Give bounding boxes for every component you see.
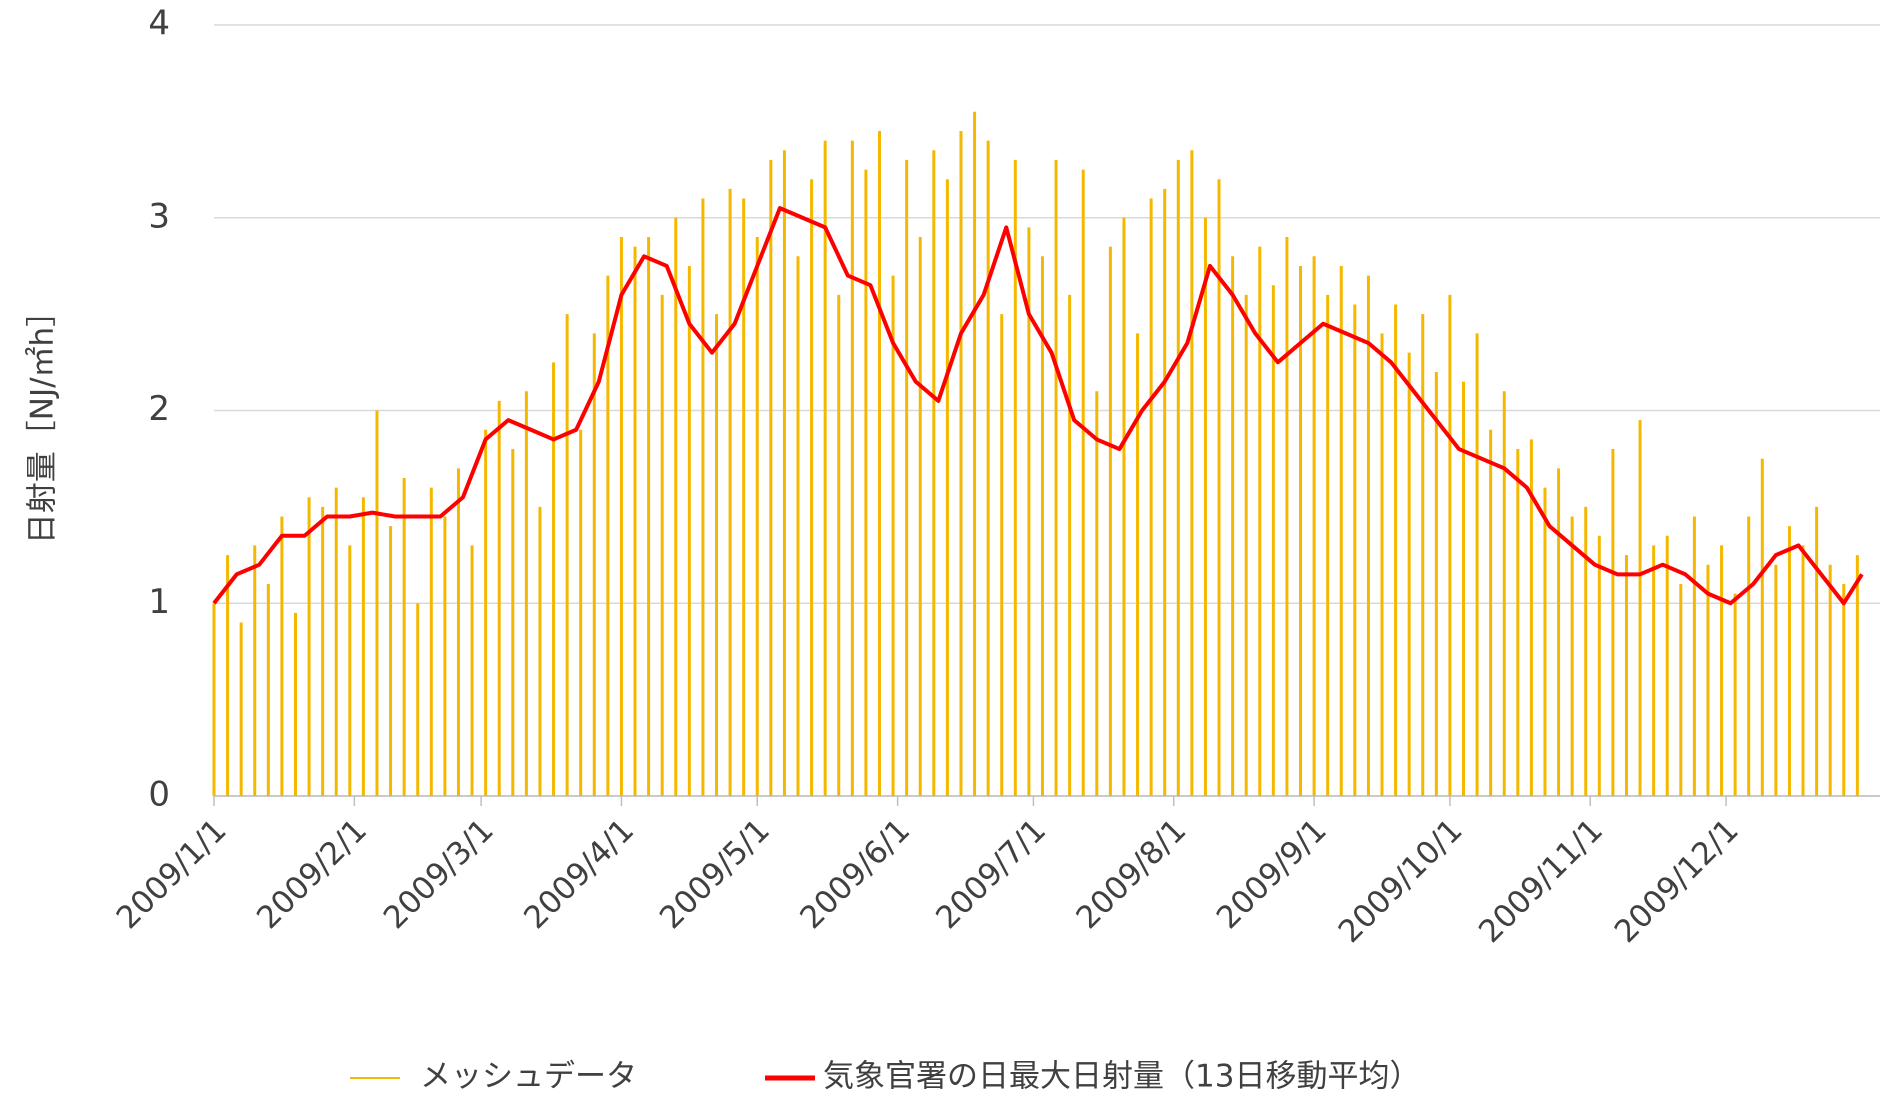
legend-label: 気象官署の日最大日射量（13日移動平均） <box>823 1059 1420 1095</box>
x-tick-label: 2009/8/1 <box>1070 812 1194 936</box>
y-tick-label: 4 <box>148 4 170 44</box>
y-tick-label: 0 <box>148 775 170 815</box>
y-axis-title: 日射量［NJ/㎡h］ <box>25 296 61 544</box>
x-tick-label: 2009/1/1 <box>110 812 234 936</box>
y-tick-label: 2 <box>148 389 170 429</box>
legend-label: メッシュデータ <box>420 1059 637 1095</box>
x-tick-label: 2009/3/1 <box>377 812 501 936</box>
y-tick-label: 3 <box>148 196 170 236</box>
x-tick-label: 2009/4/1 <box>517 812 641 936</box>
x-tick-label: 2009/2/1 <box>250 812 374 936</box>
x-tick-label: 2009/9/1 <box>1210 812 1334 936</box>
x-tick-label: 2009/12/1 <box>1608 812 1746 950</box>
x-tick-label: 2009/5/1 <box>653 812 777 936</box>
x-tick-label: 2009/6/1 <box>793 812 917 936</box>
x-tick-label: 2009/11/1 <box>1472 812 1610 950</box>
y-tick-label: 1 <box>148 582 170 622</box>
x-tick-label: 2009/7/1 <box>929 812 1053 936</box>
line <box>212 206 1864 606</box>
x-tick-label: 2009/10/1 <box>1332 812 1470 950</box>
